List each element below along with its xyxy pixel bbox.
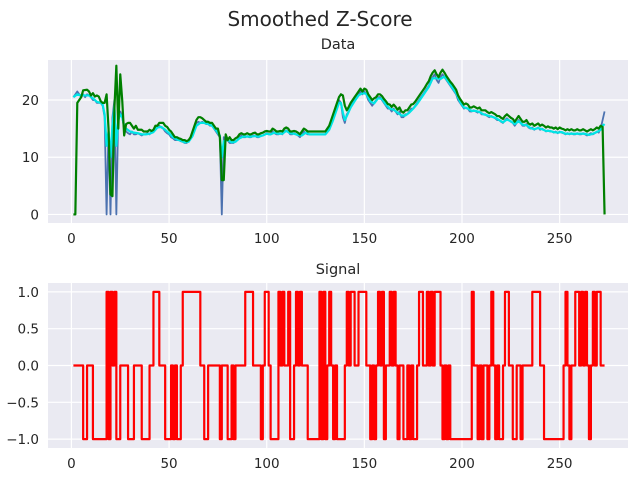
data-chart: Data 0 50 100 150 200 250 0 10 20 <box>22 37 628 247</box>
data-chart-title: Data <box>321 37 356 53</box>
data-chart-xtick-label: 250 <box>547 231 573 247</box>
data-chart-xtick-label: 200 <box>449 231 475 247</box>
signal-chart-xtick-label: 100 <box>254 456 280 472</box>
data-chart-ytick-label: 20 <box>22 93 39 109</box>
signal-chart-ytick-label: 0.5 <box>18 322 39 338</box>
data-chart-xtick-label: 100 <box>254 231 280 247</box>
data-chart-xtick-label: 150 <box>351 231 377 247</box>
data-chart-series-line-1 <box>72 75 606 159</box>
data-chart-series-line-2 <box>73 64 606 216</box>
signal-chart-title: Signal <box>316 262 361 278</box>
signal-chart-ytick-label: 0.0 <box>18 359 39 375</box>
data-chart-xtick-label: 0 <box>67 231 76 247</box>
signal-chart-xtick-label: 50 <box>160 456 177 472</box>
signal-chart-ticks: 0 50 100 150 200 250 −1.0 −0.5 0.0 0.5 1.0 <box>6 285 572 472</box>
signal-chart-ytick-label: −1.0 <box>6 432 39 448</box>
figure-suptitle: Smoothed Z-Score <box>227 7 412 31</box>
data-chart-plot-area <box>48 60 628 223</box>
signal-chart-ytick-label: −0.5 <box>6 395 39 411</box>
data-chart-ytick-label: 0 <box>30 207 39 223</box>
signal-chart-ytick-label: 1.0 <box>18 285 39 301</box>
data-chart-ytick-label: 10 <box>22 150 39 166</box>
signal-chart-series-group <box>73 290 605 441</box>
signal-chart-xtick-label: 150 <box>351 456 377 472</box>
signal-chart-xtick-label: 200 <box>449 456 475 472</box>
signal-chart: Signal 0 50 100 150 200 250 −1.0 −0.5 0.0 0.5 1.0 <box>6 262 628 472</box>
signal-chart-xtick-label: 250 <box>547 456 573 472</box>
signal-chart-xtick-label: 0 <box>67 456 76 472</box>
signal-chart-series-line-0 <box>73 290 605 441</box>
data-chart-series-group <box>72 64 606 216</box>
data-chart-ticks: 0 50 100 150 200 250 0 10 20 <box>22 93 573 247</box>
data-chart-xtick-label: 50 <box>160 231 177 247</box>
